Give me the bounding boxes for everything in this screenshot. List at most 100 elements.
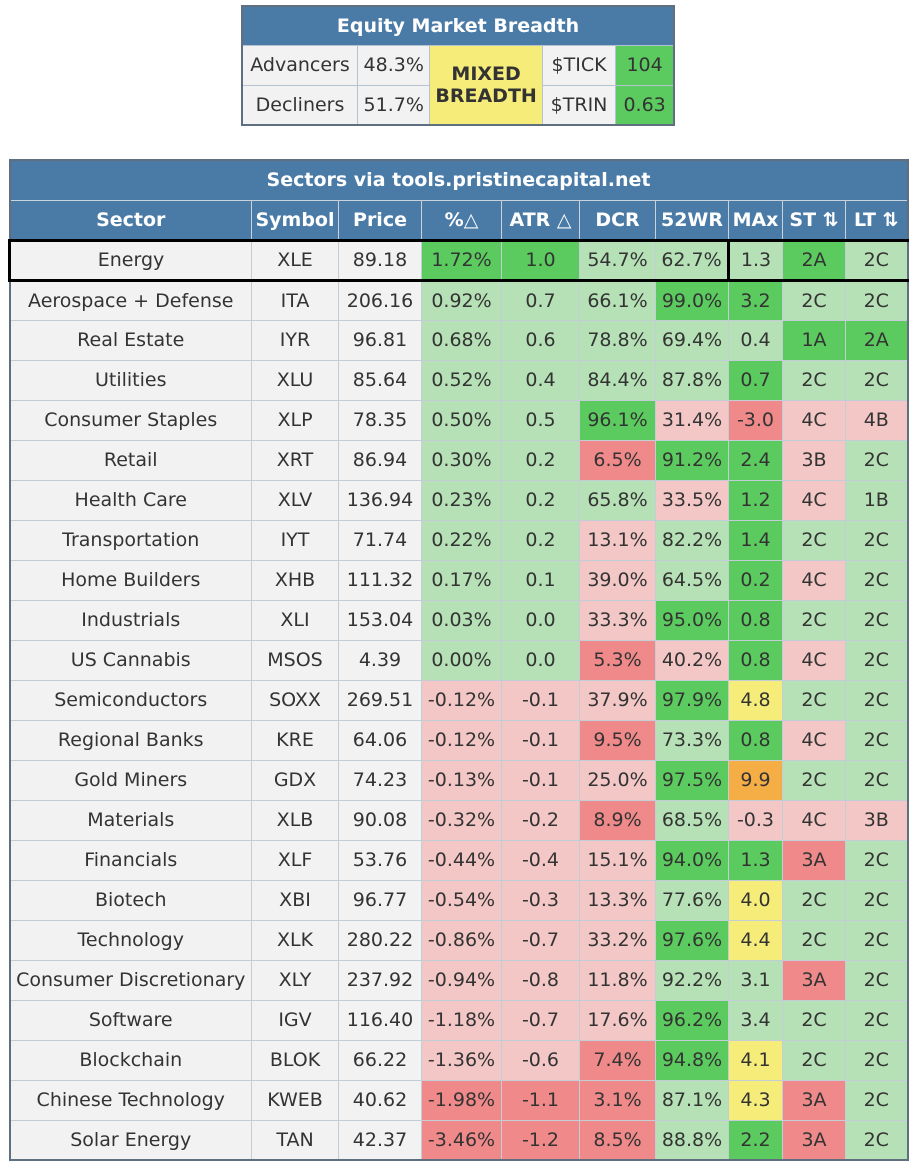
cell-st: 4C xyxy=(782,639,846,681)
cell-52wr: 99.0% xyxy=(655,279,729,321)
cell-dcr: 39.0% xyxy=(579,559,656,601)
cell-max: 9.9 xyxy=(728,759,783,801)
cell-dcr: 13.1% xyxy=(579,519,656,561)
cell-price: 153.04 xyxy=(338,599,422,641)
cell-lt: 2C xyxy=(844,959,909,1001)
cell-pct-change: -1.18% xyxy=(421,999,502,1041)
table-row: Semiconductors SOXX 269.51 -0.12% -0.1 37.9% 9… xyxy=(9,679,909,721)
cell-dcr: 78.8% xyxy=(579,319,656,361)
cell-52wr: 77.6% xyxy=(655,879,729,921)
table-row: Aerospace + Defense ITA 206.16 0.92% 0.7 66.1… xyxy=(9,279,909,321)
cell-pct-change: 0.50% xyxy=(421,399,502,441)
cell-lt: 2C xyxy=(844,1119,909,1161)
cell-atr-change: -1.1 xyxy=(501,1079,580,1121)
table-row: US Cannabis MSOS 4.39 0.00% 0.0 5.3% 40.2% 0.8 4… xyxy=(9,639,909,681)
cell-st: 2C xyxy=(782,599,846,641)
cell-sector: Semiconductors xyxy=(9,679,252,721)
table-row: Solar Energy TAN 42.37 -3.46% -1.2 8.5% 88.8% 2… xyxy=(9,1119,909,1161)
cell-pct-change: 0.23% xyxy=(421,479,502,521)
cell-price: 4.39 xyxy=(338,639,422,681)
cell-max: 3.1 xyxy=(728,959,783,1001)
cell-max: -3.0 xyxy=(728,399,783,441)
cell-sector: Retail xyxy=(9,439,252,481)
cell-atr-change: 0.4 xyxy=(501,359,580,401)
cell-atr-change: -0.6 xyxy=(501,1039,580,1081)
cell-max: 4.8 xyxy=(728,679,783,721)
cell-sector: Software xyxy=(9,999,252,1041)
table-row: Energy XLE 89.18 1.72% 1.0 54.7% 62.7% 1.3 2A 2C xyxy=(8,238,909,282)
column-header-sector[interactable]: Sector xyxy=(9,199,252,241)
cell-symbol: TAN xyxy=(251,1119,339,1161)
cell-lt: 2C xyxy=(844,238,909,282)
decliners-label: Decliners xyxy=(241,84,359,126)
column-header-st[interactable]: ST ⇅ xyxy=(782,199,846,241)
cell-dcr: 17.6% xyxy=(579,999,656,1041)
cell-price: 53.76 xyxy=(338,839,422,881)
advancers-label: Advancers xyxy=(241,44,359,86)
cell-max: 0.4 xyxy=(728,319,783,361)
cell-price: 116.40 xyxy=(338,999,422,1041)
cell-max: 1.3 xyxy=(728,839,783,881)
cell-lt: 2C xyxy=(844,519,909,561)
table-row: Retail XRT 86.94 0.30% 0.2 6.5% 91.2% 2.4 3B 2C xyxy=(9,439,909,481)
column-header-symbol[interactable]: Symbol xyxy=(251,199,339,241)
cell-dcr: 33.3% xyxy=(579,599,656,641)
sectors-header-row: Sector Symbol Price %△ ATR △ DCR 52WR MAx ST ⇅ LT… xyxy=(9,199,909,241)
cell-52wr: 40.2% xyxy=(655,639,729,681)
trin-label: $TRIN xyxy=(541,84,617,126)
cell-price: 85.64 xyxy=(338,359,422,401)
cell-lt: 2C xyxy=(844,639,909,681)
equity-market-breadth-table: Equity Market Breadth Advancers 48.3% MI… xyxy=(241,5,675,126)
cell-52wr: 92.2% xyxy=(655,959,729,1001)
cell-sector: Materials xyxy=(9,799,252,841)
cell-symbol: XBI xyxy=(251,879,339,921)
cell-sector: Transportation xyxy=(9,519,252,561)
column-header-dcr[interactable]: DCR xyxy=(579,199,656,241)
cell-sector: Health Care xyxy=(9,479,252,521)
cell-dcr: 11.8% xyxy=(579,959,656,1001)
cell-pct-change: 1.72% xyxy=(421,238,502,282)
cell-lt: 2C xyxy=(844,999,909,1041)
cell-atr-change: -0.3 xyxy=(501,879,580,921)
cell-max: 1.2 xyxy=(728,479,783,521)
cell-price: 86.94 xyxy=(338,439,422,481)
cell-pct-change: 0.03% xyxy=(421,599,502,641)
cell-dcr: 25.0% xyxy=(579,759,656,801)
cell-sector: US Cannabis xyxy=(9,639,252,681)
column-header-atr-change[interactable]: ATR △ xyxy=(501,199,580,241)
table-row: Utilities XLU 85.64 0.52% 0.4 84.4% 87.8% 0.7 2C… xyxy=(9,359,909,401)
advancers-value: 48.3% xyxy=(357,44,431,86)
cell-symbol: XLY xyxy=(251,959,339,1001)
table-row: Regional Banks KRE 64.06 -0.12% -0.1 9.5% 73.3… xyxy=(9,719,909,761)
cell-symbol: KWEB xyxy=(251,1079,339,1121)
cell-dcr: 8.9% xyxy=(579,799,656,841)
cell-lt: 4B xyxy=(844,399,909,441)
cell-symbol: XLB xyxy=(251,799,339,841)
table-row: Biotech XBI 96.77 -0.54% -0.3 13.3% 77.6% 4.0 2C… xyxy=(9,879,909,921)
cell-st: 3A xyxy=(782,839,846,881)
cell-max: 0.8 xyxy=(728,719,783,761)
breadth-status-line1: MIXED xyxy=(451,62,521,85)
cell-dcr: 9.5% xyxy=(579,719,656,761)
cell-pct-change: -0.32% xyxy=(421,799,502,841)
cell-52wr: 68.5% xyxy=(655,799,729,841)
cell-symbol: XLF xyxy=(251,839,339,881)
cell-st: 3A xyxy=(782,1119,846,1161)
cell-pct-change: -1.98% xyxy=(421,1079,502,1121)
table-row: Transportation IYT 71.74 0.22% 0.2 13.1% 82.2%… xyxy=(9,519,909,561)
column-header-lt[interactable]: LT ⇅ xyxy=(844,199,909,241)
sectors-body: Energy XLE 89.18 1.72% 1.0 54.7% 62.7% 1.3 2A 2C A… xyxy=(8,238,909,1161)
cell-price: 136.94 xyxy=(338,479,422,521)
cell-52wr: 69.4% xyxy=(655,319,729,361)
cell-dcr: 7.4% xyxy=(579,1039,656,1081)
table-row: Industrials XLI 153.04 0.03% 0.0 33.3% 95.0% 0.… xyxy=(9,599,909,641)
column-header-52wr[interactable]: 52WR xyxy=(655,199,729,241)
column-header-max[interactable]: MAx xyxy=(728,199,783,241)
cell-atr-change: 0.1 xyxy=(501,559,580,601)
cell-st: 2A xyxy=(782,238,846,282)
cell-dcr: 6.5% xyxy=(579,439,656,481)
cell-pct-change: 0.52% xyxy=(421,359,502,401)
cell-max: 0.8 xyxy=(728,639,783,681)
column-header-pct-change[interactable]: %△ xyxy=(421,199,502,241)
column-header-price[interactable]: Price xyxy=(338,199,422,241)
